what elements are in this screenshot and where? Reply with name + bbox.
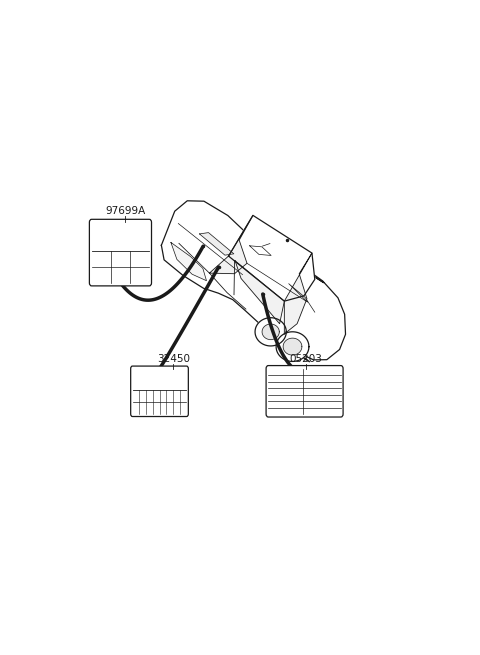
Polygon shape xyxy=(276,332,309,362)
Polygon shape xyxy=(250,246,271,255)
Text: 05203: 05203 xyxy=(289,354,322,364)
Polygon shape xyxy=(161,201,346,362)
Polygon shape xyxy=(262,324,279,339)
FancyBboxPatch shape xyxy=(266,365,343,417)
FancyBboxPatch shape xyxy=(131,366,188,417)
FancyBboxPatch shape xyxy=(89,219,152,286)
Text: 97699A: 97699A xyxy=(105,206,145,215)
Polygon shape xyxy=(209,215,253,274)
Polygon shape xyxy=(284,253,312,334)
Polygon shape xyxy=(283,338,302,355)
Text: 32450: 32450 xyxy=(157,354,190,364)
Polygon shape xyxy=(228,215,315,301)
Polygon shape xyxy=(255,318,286,346)
Polygon shape xyxy=(171,242,206,281)
Polygon shape xyxy=(200,233,234,255)
Polygon shape xyxy=(235,261,284,324)
